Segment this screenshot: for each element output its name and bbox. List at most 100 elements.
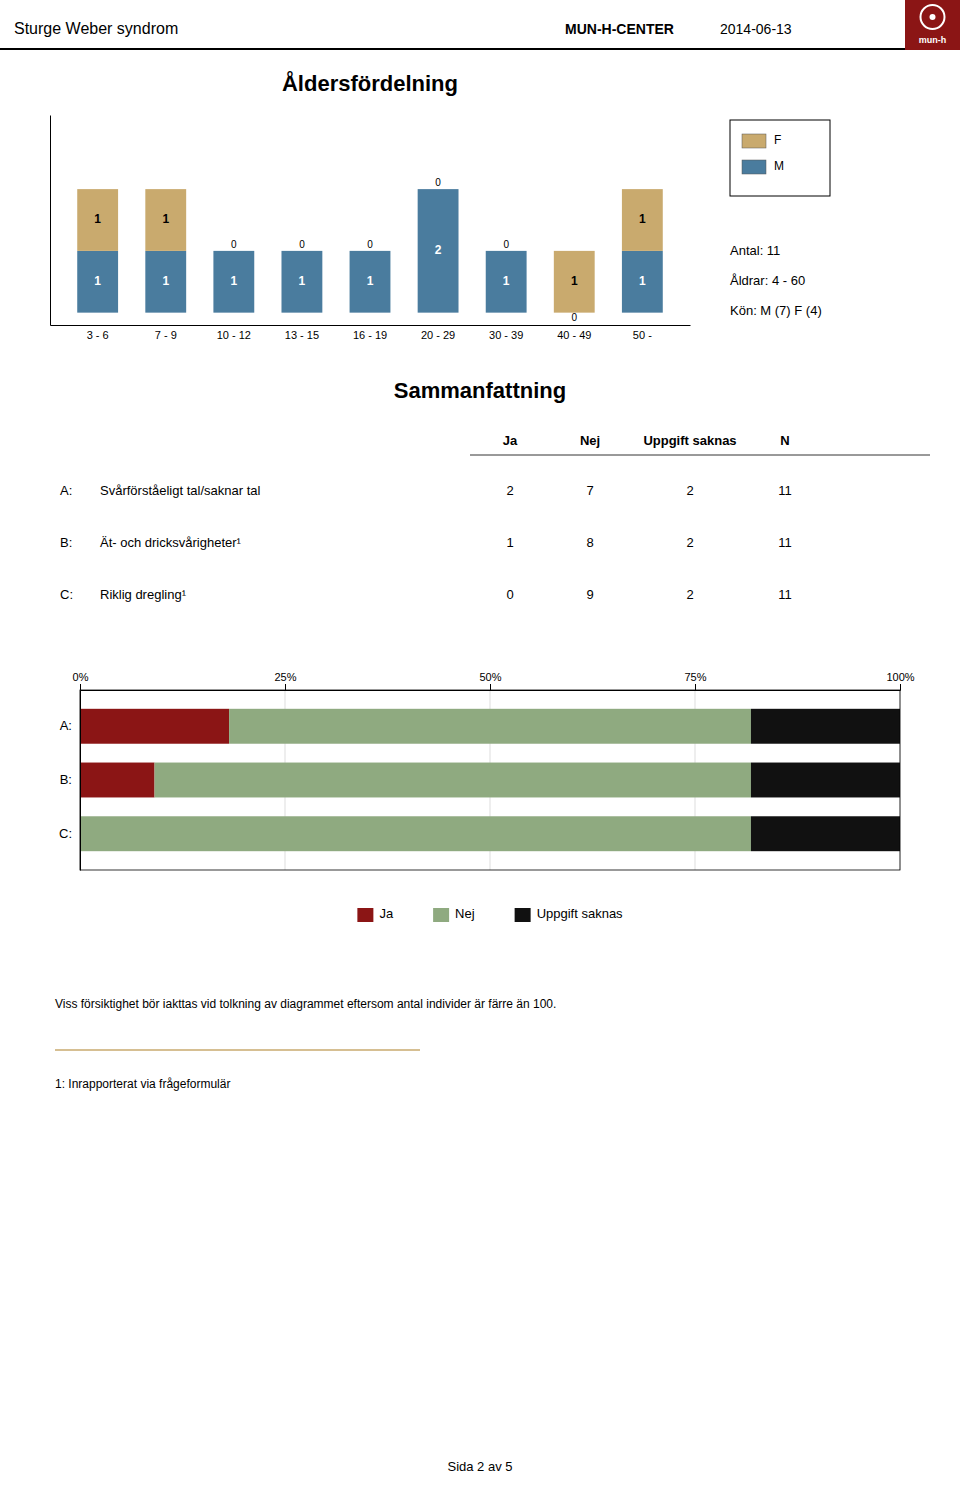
annotation: Antal: 11 [730,243,780,258]
tick: 16 - 19 [353,325,387,341]
page-root: Sturge Weber syndromMUN-H-CENTER2014-06-… [0,0,960,1493]
tick: 100% [886,671,914,690]
tick-label: 3 - 6 [87,329,109,341]
bar [418,189,459,190]
grid [80,690,900,870]
legend-frame [730,120,830,196]
legend-entry: Uppgift saknas [515,906,623,922]
row-desc: Riklig dregling¹ [100,587,187,602]
legend-label: M [774,159,784,173]
table-header: Uppgift saknas [643,433,736,448]
bar [751,709,900,744]
row-label: A: [60,483,72,498]
tick-mark [490,684,491,690]
data-label: 0 [571,312,577,323]
data-labels: 111112101110000011 [94,177,646,323]
tick-label: 40 - 49 [557,329,591,341]
bar [486,250,527,251]
data-label: 1 [162,274,169,288]
table-cell: 11 [778,587,792,602]
tick: 25% [274,671,296,690]
tick: A: [60,718,80,733]
tick: 0% [73,671,89,690]
tick-label: 25% [274,671,296,683]
legend-label: Nej [455,906,475,921]
data-label: 1 [639,212,646,226]
tick: 50 - [633,325,652,341]
bar [622,189,663,251]
bar [418,189,459,313]
tick-label: 13 - 15 [285,329,319,341]
header-date: 2014-06-13 [720,21,792,37]
footnote: 1: Inrapporterat via frågeformulär [55,1077,230,1091]
bar [554,251,595,313]
tick-label: 75% [684,671,706,683]
row-label: B: [60,535,72,550]
legend-entry: Nej [433,906,475,922]
tick: 20 - 29 [421,325,455,341]
page-footer: Sida 2 av 5 [447,1459,512,1474]
data-label: 1 [639,274,646,288]
legend-label: Ja [379,906,394,921]
bar [350,250,391,251]
logo-box [905,0,960,50]
bar [77,251,118,313]
tick: C: [59,826,80,841]
table-cell: 11 [778,535,792,550]
bars [77,189,663,313]
legend-entry: F [742,133,781,148]
tick-mark [695,684,696,690]
legend-entry: Ja [357,906,394,922]
chart-title: Åldersfördelning [282,70,458,96]
row-label: C: [60,587,73,602]
bar [77,189,118,251]
legend-swatch [742,160,766,174]
tick: 50% [479,671,501,690]
tick: 7 - 9 [155,325,177,341]
data-label: 0 [231,239,237,250]
bar [80,816,751,851]
bar [80,709,229,744]
table-header: Nej [580,433,600,448]
table-cell: 7 [586,483,593,498]
table-header: N [780,433,789,448]
summary-title: Sammanfattning [394,378,566,403]
legend-swatch [515,908,531,922]
logo-ring [921,5,945,29]
data-label: 0 [503,239,509,250]
legend: FM [730,120,830,196]
x-axis: 3 - 67 - 910 - 1213 - 1516 - 1920 - 2930… [51,325,691,341]
summary-table: JaNejUppgift saknasNA:Svårförståeligt ta… [60,433,930,602]
tick: 40 - 49 [557,325,591,341]
axis-line [51,325,691,326]
annotations: Antal: 11Åldrar: 4 - 60Kön: M (7) F (4) [730,243,822,318]
legend-label: Uppgift saknas [537,906,623,921]
table-cell: 2 [686,587,693,602]
tick-label: 50 - [633,329,652,341]
annotation: Åldrar: 4 - 60 [730,273,805,288]
bar [80,763,155,798]
bar [145,251,186,313]
bar [350,251,391,313]
bar [229,709,751,744]
data-label: 1 [230,274,237,288]
tick-label: C: [59,826,72,841]
row-desc: Ät- och dricksvårigheter¹ [100,535,242,550]
table-cell: 2 [686,535,693,550]
data-label: 1 [367,274,374,288]
summary-chart: 0% 25% 50% 75% 100% A: B: C: Ja Nej Uppgift saknas [59,671,915,922]
table-cell: 9 [586,587,593,602]
logo-text: mun-h [919,35,947,45]
tick-label: 20 - 29 [421,329,455,341]
plot-frame [80,690,900,870]
bar [751,816,900,851]
y-axis-line [50,116,51,326]
header-center: MUN-H-CENTER [565,21,674,37]
x-axis: 0% 25% 50% 75% 100% [73,671,915,691]
tick: B: [60,772,80,787]
table-cell: 1 [506,535,513,550]
data-label: 1 [94,274,101,288]
tick: 13 - 15 [285,325,319,341]
tick-label: 10 - 12 [217,329,251,341]
bar [213,250,254,251]
